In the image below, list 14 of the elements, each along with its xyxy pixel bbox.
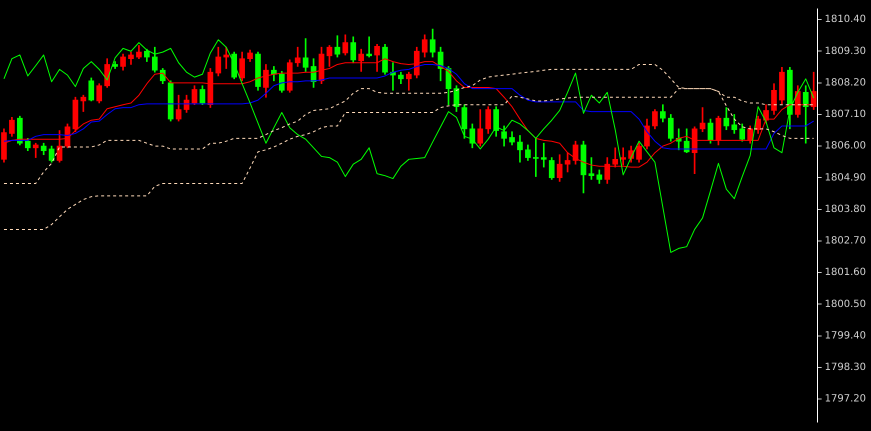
y-tick-label: 1807.10 [824, 109, 866, 120]
y-tick-label: 1806.00 [824, 140, 866, 152]
y-tick-label: 1809.30 [824, 46, 866, 57]
y-tick-label: 1797.20 [824, 394, 866, 405]
y-tick-label: 1800.50 [824, 298, 866, 310]
y-tick-label: 1810.40 [824, 14, 866, 26]
y-tick-label: 1802.70 [824, 236, 866, 247]
y-tick-label: 1803.80 [824, 204, 866, 215]
candlestick [700, 107, 706, 132]
y-tick-label: 1804.90 [824, 172, 866, 184]
y-tick-label: 1799.40 [824, 330, 866, 342]
y-tick-label: 1808.20 [824, 77, 866, 88]
y-tick-label: 1798.30 [824, 362, 866, 373]
y-tick-label: 1801.60 [824, 267, 866, 278]
